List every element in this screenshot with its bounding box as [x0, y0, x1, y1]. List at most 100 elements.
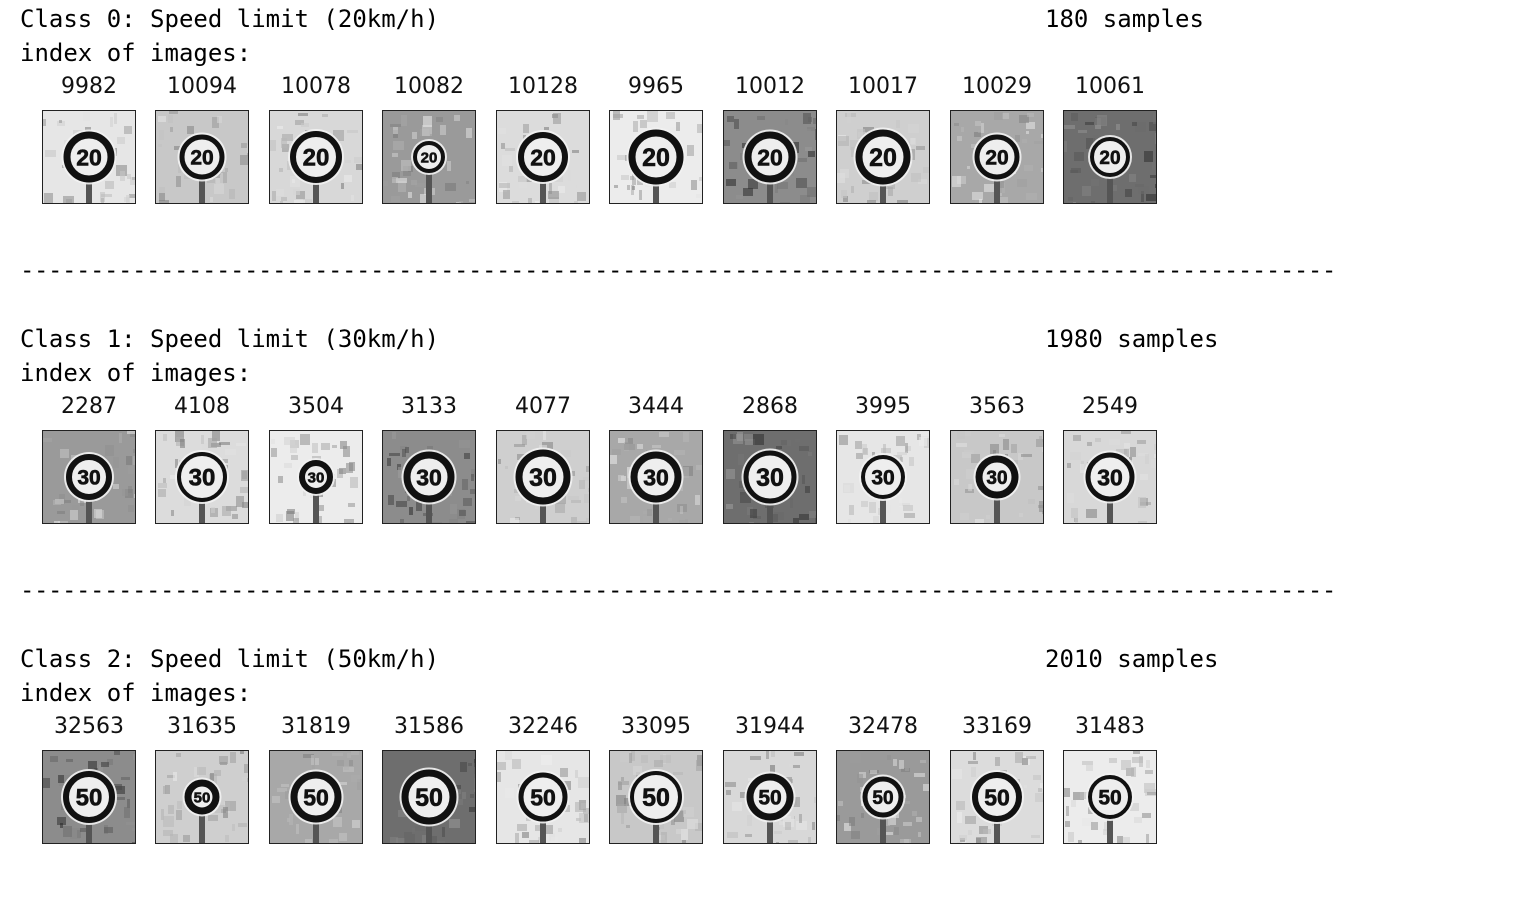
- sign-thumbnail-image: 50: [155, 750, 249, 844]
- svg-text:50: 50: [984, 784, 1010, 810]
- class-section-2: Class 2: Speed limit (50km/h) 2010 sampl…: [0, 642, 1518, 902]
- sign-thumbnail-image: 30: [609, 430, 703, 524]
- speed-sign-icon: 20: [43, 111, 135, 203]
- sign-thumbnail-image: 50: [609, 750, 703, 844]
- svg-text:20: 20: [303, 145, 330, 172]
- sign-thumbnail-image: 30: [1063, 430, 1157, 524]
- thumbnail-item: 9982 20: [32, 72, 146, 204]
- index-label: index of images:: [20, 39, 252, 67]
- class-section-0: Class 0: Speed limit (20km/h) 180 sample…: [0, 2, 1518, 262]
- image-index-label: 10017: [848, 74, 918, 99]
- thumbnail-item: 10078 20: [259, 72, 373, 204]
- sign-thumbnail-image: 20: [723, 110, 817, 204]
- speed-sign-icon: 30: [270, 431, 362, 523]
- thumbnail-item: 10012 20: [713, 72, 827, 204]
- speed-sign-icon: 50: [270, 751, 362, 843]
- image-index-label: 10078: [281, 74, 351, 99]
- image-index-label: 10029: [962, 74, 1032, 99]
- index-label: index of images:: [20, 679, 252, 707]
- thumbnail-item: 4108 30: [145, 392, 259, 524]
- speed-sign-icon: 20: [837, 111, 929, 203]
- sign-thumbnail-image: 50: [269, 750, 363, 844]
- speed-sign-icon: 20: [156, 111, 248, 203]
- svg-text:30: 30: [643, 464, 669, 490]
- speed-sign-icon: 30: [837, 431, 929, 523]
- speed-sign-icon: 20: [270, 111, 362, 203]
- thumbnail-item: 3563 30: [940, 392, 1054, 524]
- svg-text:30: 30: [77, 467, 100, 490]
- svg-text:30: 30: [529, 464, 557, 492]
- image-index-label: 9982: [61, 74, 117, 99]
- speed-sign-icon: 30: [951, 431, 1043, 523]
- thumbnail-item: 33169 50: [940, 712, 1054, 844]
- image-index-label: 10082: [394, 74, 464, 99]
- sign-thumbnail-image: 20: [609, 110, 703, 204]
- divider: ----------------------------------------…: [20, 256, 1336, 284]
- svg-text:50: 50: [530, 784, 556, 810]
- svg-text:30: 30: [189, 465, 216, 492]
- sample-count: 180 samples: [1045, 5, 1204, 33]
- image-index-label: 31819: [281, 714, 351, 739]
- speed-sign-icon: 50: [497, 751, 589, 843]
- svg-text:30: 30: [756, 464, 784, 492]
- sign-thumbnail-image: 50: [496, 750, 590, 844]
- speed-sign-icon: 30: [724, 431, 816, 523]
- thumbnail-item: 33095 50: [599, 712, 713, 844]
- speed-sign-icon: 50: [156, 751, 248, 843]
- sign-thumbnail-image: 50: [382, 750, 476, 844]
- speed-sign-icon: 30: [156, 431, 248, 523]
- image-index-label: 9965: [628, 74, 684, 99]
- image-index-label: 33169: [962, 714, 1032, 739]
- speed-sign-icon: 50: [1064, 751, 1156, 843]
- sign-thumbnail-image: 20: [496, 110, 590, 204]
- sign-thumbnail-image: 30: [42, 430, 136, 524]
- image-index-label: 2549: [1082, 394, 1138, 419]
- thumbnail-item: 31819 50: [259, 712, 373, 844]
- svg-text:20: 20: [76, 144, 102, 170]
- image-index-label: 10012: [735, 74, 805, 99]
- thumbnail-item: 9965 20: [599, 72, 713, 204]
- class-section-1: Class 1: Speed limit (30km/h) 1980 sampl…: [0, 322, 1518, 582]
- image-index-label: 4108: [174, 394, 230, 419]
- thumbnail-item: 32563 50: [32, 712, 146, 844]
- image-index-label: 2868: [742, 394, 798, 419]
- image-index-label: 31586: [394, 714, 464, 739]
- sign-thumbnail-image: 20: [836, 110, 930, 204]
- image-index-label: 3444: [628, 394, 684, 419]
- image-index-label: 10061: [1075, 74, 1145, 99]
- sign-thumbnail-image: 30: [269, 430, 363, 524]
- speed-sign-icon: 20: [724, 111, 816, 203]
- speed-sign-icon: 50: [610, 751, 702, 843]
- sign-thumbnail-image: 50: [1063, 750, 1157, 844]
- speed-sign-icon: 30: [43, 431, 135, 523]
- sign-thumbnail-image: 30: [496, 430, 590, 524]
- image-index-label: 32563: [54, 714, 124, 739]
- thumbnail-item: 10061 20: [1053, 72, 1167, 204]
- svg-text:50: 50: [303, 784, 329, 810]
- svg-text:50: 50: [194, 789, 211, 806]
- sign-thumbnail-image: 30: [723, 430, 817, 524]
- thumbnail-item: 3504 30: [259, 392, 373, 524]
- image-index-label: 32246: [508, 714, 578, 739]
- speed-sign-icon: 20: [1064, 111, 1156, 203]
- divider: ----------------------------------------…: [20, 576, 1336, 604]
- speed-sign-icon: 50: [951, 751, 1043, 843]
- svg-text:50: 50: [76, 785, 103, 812]
- speed-sign-icon: 20: [610, 111, 702, 203]
- image-index-label: 10128: [508, 74, 578, 99]
- thumbnail-item: 31483 50: [1053, 712, 1167, 844]
- sign-thumbnail-image: 30: [836, 430, 930, 524]
- thumbnail-item: 10017 20: [826, 72, 940, 204]
- svg-text:20: 20: [985, 147, 1008, 170]
- speed-sign-icon: 20: [497, 111, 589, 203]
- speed-sign-icon: 50: [837, 751, 929, 843]
- speed-sign-icon: 20: [951, 111, 1043, 203]
- thumbnail-item: 32246 50: [486, 712, 600, 844]
- sign-thumbnail-image: 30: [155, 430, 249, 524]
- image-index-label: 10094: [167, 74, 237, 99]
- thumbnail-item: 10029 20: [940, 72, 1054, 204]
- svg-text:20: 20: [757, 144, 783, 170]
- speed-sign-icon: 20: [383, 111, 475, 203]
- svg-text:30: 30: [416, 464, 442, 490]
- speed-sign-icon: 50: [383, 751, 475, 843]
